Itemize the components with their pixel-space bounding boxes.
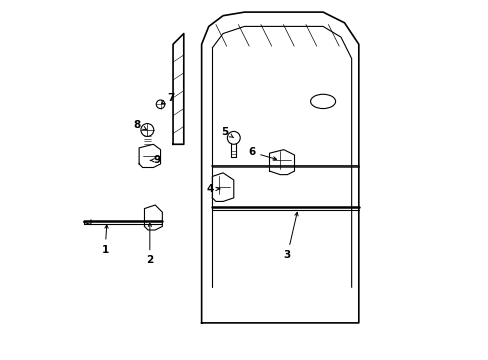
Text: 1: 1 [102, 225, 109, 255]
Text: 4: 4 [206, 184, 219, 194]
Text: 2: 2 [146, 223, 153, 265]
Text: 5: 5 [221, 127, 233, 138]
Text: 6: 6 [247, 147, 276, 160]
Text: 8: 8 [133, 120, 146, 130]
Text: 3: 3 [283, 212, 298, 260]
Text: 9: 9 [150, 156, 160, 165]
Text: 7: 7 [161, 93, 175, 104]
